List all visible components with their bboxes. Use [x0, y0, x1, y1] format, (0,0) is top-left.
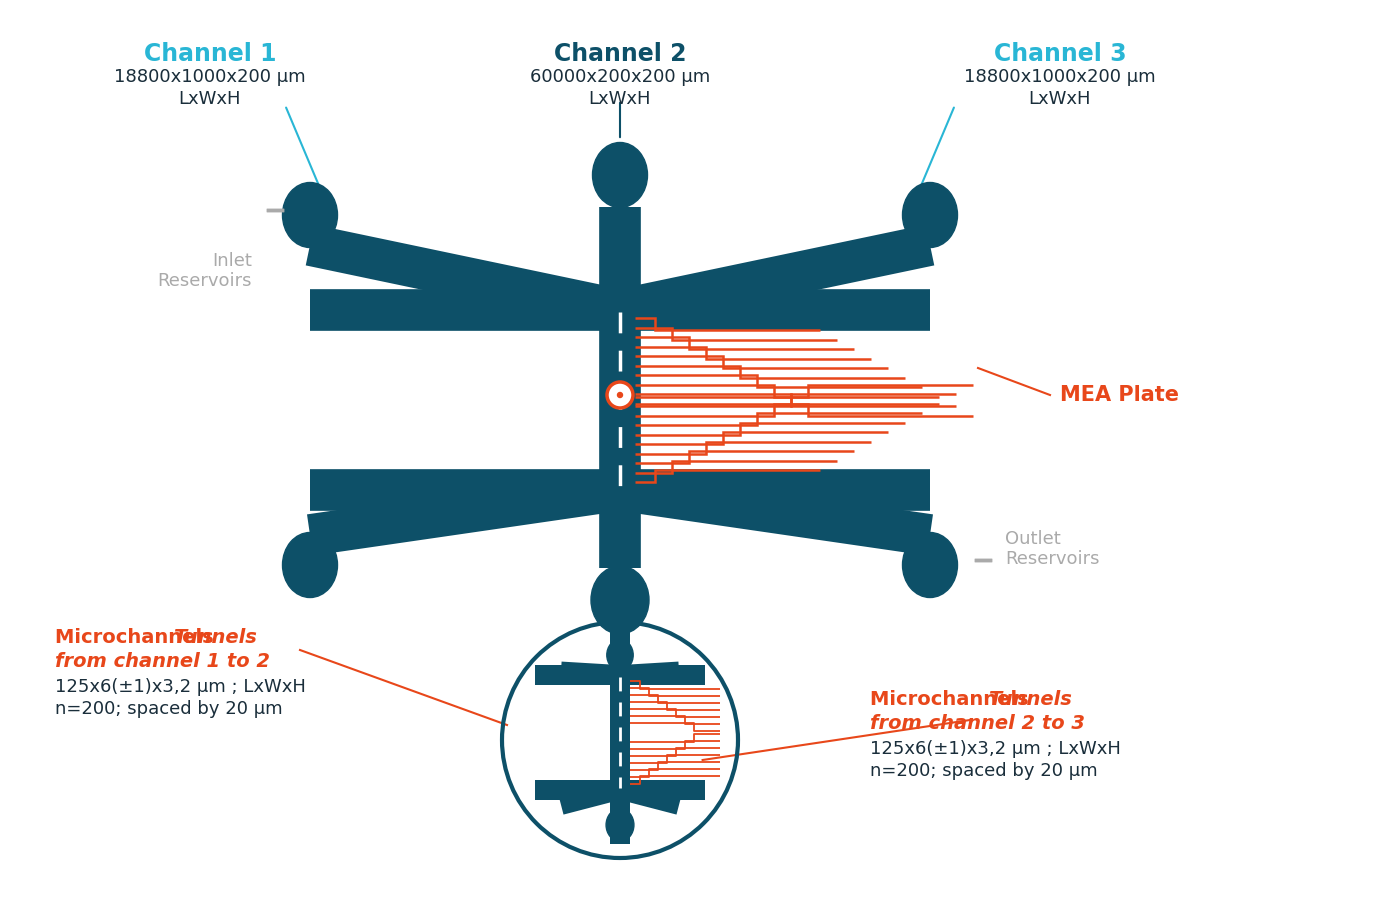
Text: 125x6(±1)x3,2 μm ; LxWxH: 125x6(±1)x3,2 μm ; LxWxH [870, 740, 1120, 758]
Ellipse shape [283, 532, 338, 598]
Text: Outlet: Outlet [1006, 530, 1061, 548]
Ellipse shape [903, 182, 957, 248]
Text: Inlet: Inlet [212, 252, 252, 270]
Text: n=200; spaced by 20 μm: n=200; spaced by 20 μm [870, 762, 1098, 780]
Text: Microchannels: Microchannels [870, 690, 1036, 709]
Ellipse shape [283, 182, 338, 248]
Text: LxWxH: LxWxH [1029, 90, 1091, 108]
Ellipse shape [903, 532, 957, 598]
Text: 125x6(±1)x3,2 μm ; LxWxH: 125x6(±1)x3,2 μm ; LxWxH [55, 678, 306, 696]
Text: Reservoirs: Reservoirs [1006, 550, 1100, 568]
Text: Microchannels: Microchannels [55, 628, 220, 647]
Circle shape [618, 393, 622, 397]
Text: Channel 2: Channel 2 [554, 42, 686, 66]
Text: LxWxH: LxWxH [589, 90, 651, 108]
Text: Tunnels: Tunnels [988, 690, 1072, 709]
Circle shape [607, 382, 633, 408]
Text: Channel 1: Channel 1 [144, 42, 276, 66]
Text: LxWxH: LxWxH [179, 90, 241, 108]
Text: 18800x1000x200 μm: 18800x1000x200 μm [964, 68, 1156, 86]
Text: Tunnels: Tunnels [173, 628, 256, 647]
Ellipse shape [591, 566, 650, 634]
Ellipse shape [593, 142, 648, 208]
Text: Reservoirs: Reservoirs [158, 272, 252, 290]
Ellipse shape [607, 809, 634, 842]
Text: from channel 1 to 2: from channel 1 to 2 [55, 652, 270, 671]
Ellipse shape [607, 639, 633, 670]
Text: n=200; spaced by 20 μm: n=200; spaced by 20 μm [55, 700, 283, 718]
Text: 18800x1000x200 μm: 18800x1000x200 μm [114, 68, 306, 86]
Text: Channel 3: Channel 3 [993, 42, 1126, 66]
Text: from channel 2 to 3: from channel 2 to 3 [870, 714, 1084, 733]
Text: MEA Plate: MEA Plate [1060, 385, 1179, 405]
Text: 60000x200x200 μm: 60000x200x200 μm [530, 68, 711, 86]
